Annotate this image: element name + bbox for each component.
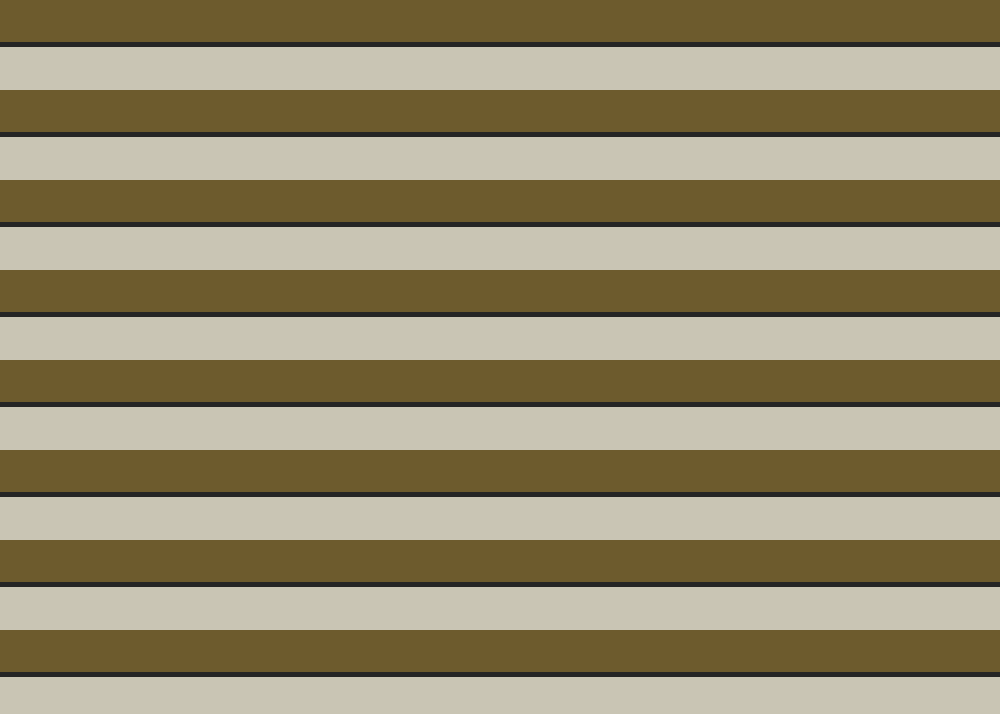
striped-pattern <box>0 0 1000 714</box>
page <box>0 0 1000 714</box>
